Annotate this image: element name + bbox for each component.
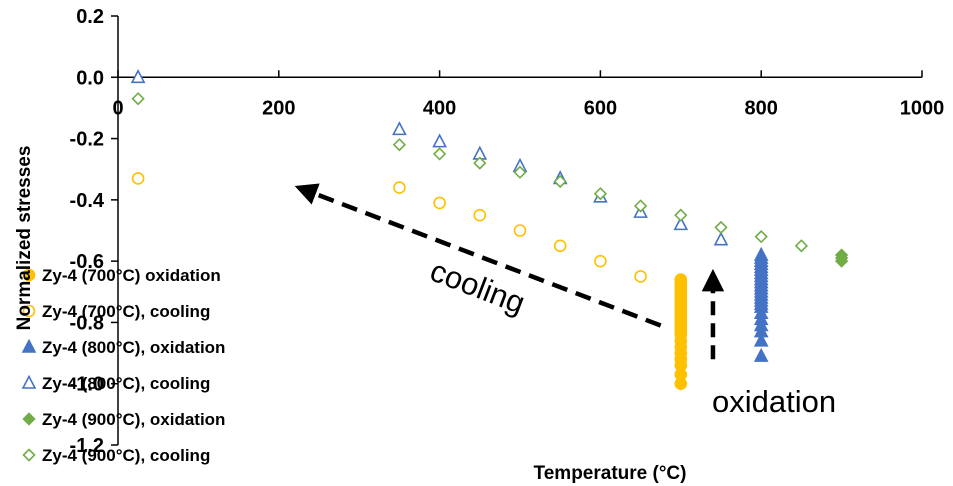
x-tick-label: 0: [112, 97, 123, 119]
data-point: [131, 172, 145, 185]
data-point: [593, 187, 608, 201]
legend-marker: [22, 412, 36, 426]
legend-label: Zy-4 (800°C), oxidation: [42, 338, 225, 357]
x-tick-label: 600: [584, 97, 617, 119]
data-point: [513, 224, 527, 237]
data-point: [432, 133, 447, 148]
data-point: [432, 147, 447, 161]
legend-marker: [22, 268, 36, 282]
data-point: [794, 239, 809, 253]
data-point: [131, 92, 145, 106]
y-tick-label: -0.6: [70, 251, 104, 273]
data-point: [674, 377, 688, 391]
legend-label: Zy-4 (900°C), cooling: [42, 446, 210, 465]
legend-label: Zy-4 (700°C), cooling: [42, 302, 210, 321]
data-point: [754, 229, 768, 244]
legend: Zy-4 (700°C) oxidation Zy-4 (700°C), cool…: [21, 266, 225, 465]
legend-marker: [22, 448, 36, 462]
y-tick-label: -0.2: [70, 129, 104, 151]
data-point: [392, 138, 407, 152]
y-tick-label: -0.4: [70, 190, 105, 212]
y-axis-title: Normalized stresses: [14, 146, 35, 331]
data-point: [513, 165, 527, 179]
x-tick-label: 800: [745, 97, 778, 119]
cooling-arrow: [294, 183, 662, 328]
data-point: [674, 208, 688, 222]
x-tick-label: 200: [262, 97, 295, 119]
cooling-annotation: cooling: [425, 253, 529, 321]
legend-marker: [22, 304, 36, 318]
data-point: [594, 254, 607, 268]
x-axis-title: Temperature (°C): [534, 463, 687, 484]
data-point: [673, 216, 689, 231]
data-point: [753, 332, 769, 347]
axes: [111, 15, 923, 446]
tick-labels: 0.2 0.0 -0.2 -0.4 -0.6 -0.8 -1.0 -1.2 0 200 400 600…: [70, 6, 945, 457]
data-point: [392, 121, 407, 136]
data-point: [553, 239, 567, 253]
x-tick-label: 1000: [900, 97, 945, 119]
data-point: [393, 181, 406, 194]
legend-label: Zy-4 (700°C) oxidation: [42, 266, 221, 285]
y-tick-label: 0.0: [76, 67, 104, 89]
data-point: [713, 231, 729, 246]
legend-label: Zy-4 (900°C), oxidation: [42, 410, 225, 429]
data-point: [553, 174, 567, 189]
data-point: [473, 156, 487, 170]
data-point: [634, 270, 647, 283]
x-tick-label: 400: [423, 97, 456, 119]
y-tick-label: -1.0: [70, 374, 104, 396]
legend-label: Zy-4 (800°C), cooling: [42, 374, 210, 393]
data-point: [633, 199, 648, 213]
y-tick-label: -0.8: [70, 312, 104, 334]
legend-marker: [21, 374, 37, 389]
data-point: [473, 208, 487, 222]
y-tick-label: -1.2: [70, 435, 104, 457]
data-point: [130, 69, 146, 84]
data-point: [714, 220, 728, 235]
oxidation-annotation: oxidation: [712, 384, 836, 419]
y-tick-label: 0.2: [76, 6, 104, 28]
data-point: [753, 347, 769, 362]
data-points: [130, 69, 849, 391]
data-point: [433, 196, 446, 210]
data-point: [834, 254, 849, 268]
legend-marker: [21, 338, 37, 353]
